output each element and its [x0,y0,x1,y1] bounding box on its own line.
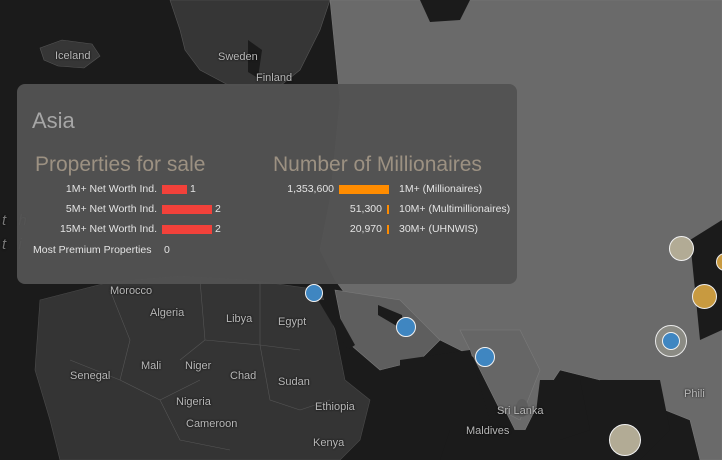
label-nigeria: Nigeria [176,396,211,408]
label-sweden: Sweden [218,51,258,63]
sri-lanka-shape [516,399,528,417]
label-senegal: Senegal [70,370,111,382]
marker-hongkong[interactable] [662,332,680,350]
property-row-label: 5M+ Net Worth Ind. [65,203,157,215]
label-maldives: Maldives [466,425,510,437]
label-sudan: Sudan [278,376,310,388]
label-niger: Niger [185,360,212,372]
bay-of-bengal [535,380,590,440]
millionaire-row: 51,300 10M+ (Multimillionaires) [257,203,512,217]
indian-ocean-south [440,430,560,460]
baltic-sea [248,40,262,78]
premium-properties-value: 0 [164,244,170,256]
property-row: 5M+ Net Worth Ind. 2 [17,203,257,217]
property-row: 1M+ Net Worth Ind. 1 [17,183,257,197]
label-chad: Chad [230,370,257,382]
label-morocco: Morocco [110,285,153,297]
millionaire-row-value: 20,970 [349,223,382,235]
label-finland: Finland [256,72,293,84]
marker-singapore[interactable] [609,424,641,456]
red-sea [318,300,355,350]
label-ocean-partial-2: t i [2,236,26,253]
millionaire-row: 1,353,600 1M+ (Millionaires) [257,183,512,197]
property-bar [162,205,212,214]
property-row-value: 2 [215,203,221,215]
arctic-islands [420,0,470,22]
property-bar [162,185,187,194]
label-cameroon: Cameroon [186,418,238,430]
label-ethiopia: Ethiopia [315,401,355,413]
label-mali: Mali [141,360,162,372]
property-row-label: 1M+ Net Worth Ind. [65,183,157,195]
property-row: 15M+ Net Worth Ind. 2 [17,223,257,237]
millionaire-bar [387,205,389,214]
millionaire-bar [387,225,389,234]
premium-properties-row: Most Premium Properties 0 [33,244,263,258]
millionaires-section-title: Number of Millionaires [273,153,482,176]
millionaire-row-value: 1,353,600 [287,183,334,195]
panel-title: Asia [32,108,75,133]
millionaire-row-label: 1M+ (Millionaires) [399,183,483,195]
east-sea [690,220,722,340]
africa-borders [69,279,331,451]
premium-properties-label: Most Premium Properties [33,244,152,256]
millionaire-row-label: 30M+ (UHNWIS) [399,223,479,235]
property-row-value: 1 [190,183,196,195]
millionaire-row-label: 10M+ (Multimillionaires) [399,203,511,215]
label-egypt: Egypt [278,316,307,328]
properties-section-title: Properties for sale [35,153,206,176]
marker-india[interactable] [475,347,495,367]
region-info-panel: Asia Properties for sale Number of Milli… [17,84,517,284]
label-philippines-partial: Phili [684,388,705,400]
millionaire-row-value: 51,300 [349,203,382,215]
marker-gulf[interactable] [396,317,416,337]
label-algeria: Algeria [150,307,185,319]
property-row-value: 2 [215,223,221,235]
label-kenya: Kenya [313,437,345,449]
marker-china-north[interactable] [669,236,694,261]
millionaire-row: 20,970 30M+ (UHNWIS) [257,223,512,237]
marker-egypt[interactable] [305,284,323,302]
label-sri-lanka: Sri Lanka [497,405,544,417]
property-bar [162,225,212,234]
iceland-shape [39,39,101,69]
label-iceland: Iceland [55,50,91,62]
label-libya: Libya [226,313,253,325]
millionaire-bar [339,185,389,194]
property-row-label: 15M+ Net Worth Ind. [60,223,157,235]
marker-shanghai[interactable] [692,284,717,309]
